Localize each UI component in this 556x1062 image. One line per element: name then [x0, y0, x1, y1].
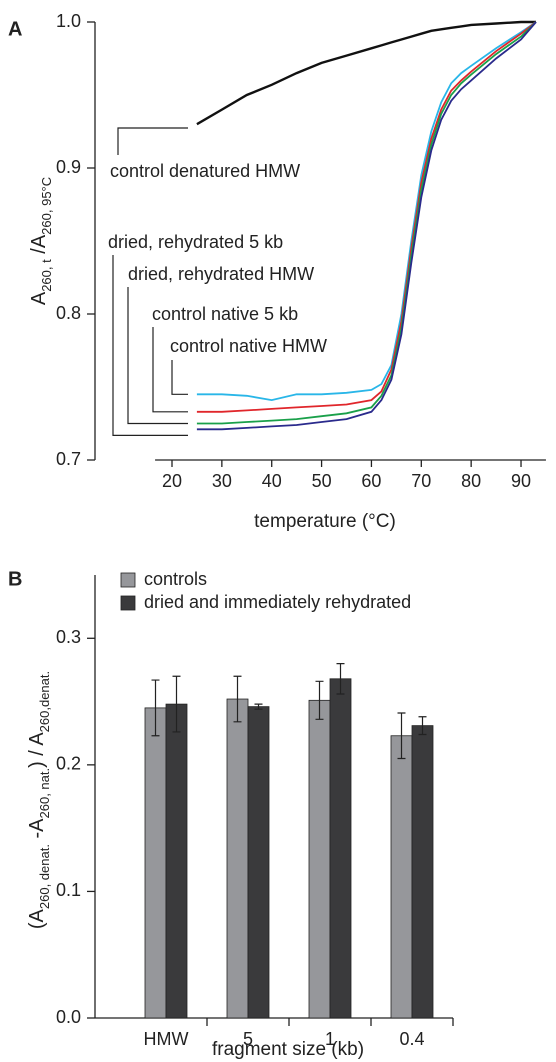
label-part: A	[28, 291, 50, 305]
y-tick-label: 0.3	[56, 627, 81, 647]
legend-label: dried and immediately rehydrated	[144, 592, 411, 612]
series-label: control denatured HMW	[110, 161, 300, 181]
bar	[165, 703, 188, 1019]
series-label: control native 5 kb	[152, 304, 298, 324]
line-series	[196, 20, 536, 126]
subscript: 260,denat.	[37, 671, 52, 732]
x-tick-label: 30	[212, 471, 232, 491]
x-tick-label: 1	[325, 1029, 335, 1049]
bar	[390, 735, 413, 1019]
bar	[411, 725, 434, 1019]
panel-label: A	[8, 18, 22, 40]
series-label: control native HMW	[170, 336, 327, 356]
label-part: -A	[26, 818, 48, 844]
y-axis-label: (A260, denat. -A260, nat.) / A260,denat.	[26, 671, 52, 929]
error-bar	[315, 680, 324, 720]
error-bar	[233, 675, 242, 723]
x-tick-label: 70	[411, 471, 431, 491]
line-series	[196, 21, 537, 431]
bar	[308, 699, 331, 1019]
y-tick-label: 0.2	[56, 754, 81, 774]
subscript: 260, 95°C	[39, 177, 54, 235]
error-bar	[336, 663, 345, 695]
subscript: 260, denat.	[37, 844, 52, 909]
bar	[144, 707, 167, 1019]
x-axis-label: temperature (°C)	[254, 511, 396, 532]
panel-label: B	[8, 568, 22, 590]
y-tick-label: 1.0	[56, 11, 81, 31]
series-label: dried, rehydrated 5 kb	[108, 232, 283, 252]
x-tick-label: 0.4	[399, 1029, 424, 1049]
label-part: (A	[26, 908, 48, 929]
subscript: 260, t	[39, 259, 54, 292]
bar	[247, 706, 270, 1019]
error-bar	[418, 716, 427, 736]
label-part: /A	[28, 234, 50, 259]
legend-label: controls	[144, 569, 207, 589]
leader-line	[117, 127, 188, 155]
bar	[226, 698, 249, 1019]
y-tick-label: 0.1	[56, 880, 81, 900]
x-tick-label: 40	[262, 471, 282, 491]
x-tick-label: HMW	[144, 1029, 189, 1049]
subscript: 260, nat.	[37, 768, 52, 819]
leader-line	[127, 287, 188, 425]
x-tick-label: 60	[361, 471, 381, 491]
bar	[329, 678, 352, 1019]
y-axis-label: A260, t /A260, 95°C	[28, 177, 54, 305]
leader-line	[152, 327, 188, 413]
x-tick-label: 20	[162, 471, 182, 491]
error-bar	[172, 675, 181, 733]
y-tick-label: 0.8	[56, 303, 81, 323]
x-tick-label: 50	[312, 471, 332, 491]
y-tick-label: 0.7	[56, 449, 81, 469]
y-tick-label: 0.9	[56, 157, 81, 177]
error-bar	[254, 703, 263, 710]
line-series	[196, 21, 537, 413]
y-tick-label: 0.0	[56, 1007, 81, 1027]
x-tick-label: 5	[243, 1029, 253, 1049]
series-label: dried, rehydrated HMW	[128, 264, 314, 284]
error-bar	[151, 679, 160, 737]
line-series	[196, 21, 537, 425]
x-axis-label: fragment size (kb)	[212, 1039, 364, 1060]
label-part: ) / A	[26, 732, 48, 768]
x-tick-label: 90	[511, 471, 531, 491]
line-series	[196, 21, 537, 402]
error-bar	[397, 712, 406, 760]
legend-swatch	[120, 572, 136, 588]
legend-swatch	[120, 595, 136, 611]
leader-line	[171, 360, 188, 395]
x-tick-label: 80	[461, 471, 481, 491]
leader-line	[112, 255, 188, 436]
